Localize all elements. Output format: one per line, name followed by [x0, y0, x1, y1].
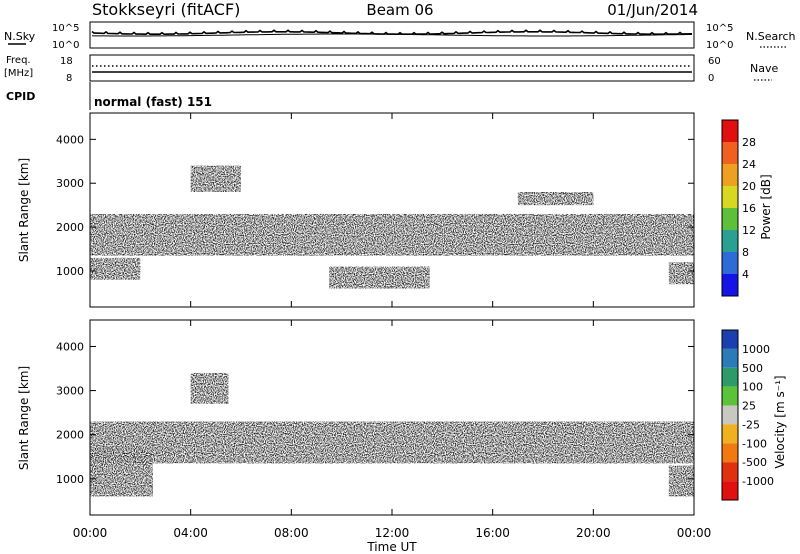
power-region-3 [190, 165, 241, 193]
power-region-0 [90, 257, 141, 280]
power-colorbar-swatch-0 [722, 274, 738, 296]
xtick-label-3: 12:00 [375, 526, 410, 540]
beam-label: Beam 06 [366, 1, 433, 19]
power-colorbar-swatch-6 [722, 142, 738, 164]
nsky-trace [91, 29, 692, 36]
power-colorbar-tick-2: 20 [742, 180, 756, 193]
power-colorbar-tick-0: 28 [742, 136, 756, 149]
velocity-colorbar-swatch-0 [722, 330, 738, 349]
velocity-colorbar-label: Velocity [m s⁻¹] [773, 375, 787, 468]
velocity-colorbar-tick-6: -500 [742, 456, 767, 469]
freq-tick-top: 18 [60, 56, 73, 67]
velocity-colorbar-tick-7: -1000 [742, 475, 774, 488]
power-colorbar-tick-5: 8 [742, 246, 749, 259]
velocity-colorbar-swatch-5 [722, 424, 738, 444]
nsearch-tick-bottom: 10^0 [706, 40, 733, 51]
velocity-region-3 [668, 465, 694, 497]
velocity-colorbar-swatch-2 [722, 367, 738, 387]
power-ytick-label-3: 1000 [56, 265, 84, 278]
power-region-4 [329, 266, 430, 289]
power-colorbar-tick-4: 12 [742, 224, 756, 237]
velocity-ytick-label-2: 2000 [56, 429, 84, 442]
velocity-colorbar-swatch-1 [722, 348, 738, 368]
xtick-label-2: 08:00 [274, 526, 309, 540]
power-ytick-label-2: 2000 [56, 221, 84, 234]
time-axis: 00:00 04:00 08:00 12:00 16:00 20:00 00:00 [73, 113, 712, 540]
cpid-label: CPID [6, 90, 35, 103]
velocity-region-0 [90, 421, 694, 464]
power-colorbar-swatch-1 [722, 252, 738, 274]
velocity-ytick-label-3: 1000 [56, 473, 84, 486]
xtick-label-4: 16:00 [475, 526, 510, 540]
velocity-colorbar-swatch-7 [722, 462, 738, 482]
velocity-colorbar-swatch-6 [722, 443, 738, 463]
xtick-label-0: 00:00 [73, 526, 108, 540]
power-colorbar-swatch-2 [722, 230, 738, 252]
velocity-ytick-label-1: 3000 [56, 385, 84, 398]
velocity-colorbar-swatch-8 [722, 481, 738, 500]
power-region-5 [517, 192, 594, 206]
velocity-region-2 [190, 372, 229, 404]
power-colorbar-swatch-3 [722, 208, 738, 230]
power-ytick-label-0: 4000 [56, 133, 84, 146]
xtick-label-6: 00:00 [677, 526, 712, 540]
nave-label: Nave [750, 62, 778, 75]
velocity-colorbar-swatch-4 [722, 405, 738, 425]
xtick-label-1: 04:00 [173, 526, 208, 540]
nsky-panel: N.Sky 10^5 10^0 10^5 10^0 N.Search [4, 21, 796, 51]
power-colorbar: 28 24 20 16 12 8 4 [721, 119, 756, 297]
velocity-colorbar-swatch-3 [722, 386, 738, 406]
power-scatter [90, 165, 694, 289]
velocity-colorbar: 1000 500 100 25 -25 -100 -500 -1000 [721, 329, 774, 501]
date-label: 01/Jun/2014 [607, 1, 698, 19]
velocity-frame [89, 319, 695, 516]
velocity-ytick-label-0: 4000 [56, 340, 84, 353]
power-colorbar-swatch-4 [722, 186, 738, 208]
power-region-2 [90, 213, 694, 232]
power-colorbar-tick-6: 4 [742, 268, 749, 281]
freq-tick-bottom: 8 [66, 73, 72, 84]
nsearch-label: N.Search [746, 30, 796, 43]
nsky-label: N.Sky [4, 30, 36, 43]
power-ytick-label-1: 3000 [56, 177, 84, 190]
velocity-scatter [90, 372, 694, 497]
power-colorbar-frame [721, 119, 739, 297]
power-panel: 4000 3000 2000 1000 Slant Range [km] 28 24 20… [17, 112, 773, 308]
freq-label: Freq. [6, 55, 31, 66]
nsky-tick-top: 10^5 [52, 23, 79, 34]
freq-panel: Freq. [MHz] 18 8 60 0 Nave [4, 54, 778, 84]
power-colorbar-swatch-5 [722, 164, 738, 186]
velocity-region-1 [90, 447, 153, 497]
power-colorbar-tick-1: 24 [742, 158, 756, 171]
power-region-1 [90, 231, 694, 256]
velocity-colorbar-tick-3: 25 [742, 400, 756, 413]
freq-unit-label: [MHz] [4, 68, 33, 79]
power-colorbar-swatch-7 [722, 120, 738, 142]
nave-tick-bottom: 0 [708, 73, 714, 84]
velocity-colorbar-tick-4: -25 [742, 418, 760, 431]
power-ylabel: Slant Range [km] [17, 158, 31, 262]
power-region-6 [668, 262, 694, 285]
velocity-colorbar-tick-5: -100 [742, 437, 767, 450]
xaxis-label: Time UT [366, 540, 417, 554]
velocity-panel: 4000 3000 2000 1000 Slant Range [km] 1000 50… [17, 319, 787, 516]
xtick-label-5: 20:00 [576, 526, 611, 540]
nsky-tick-bottom: 10^0 [52, 40, 79, 51]
velocity-colorbar-frame [721, 329, 739, 501]
velocity-colorbar-tick-1: 500 [742, 362, 763, 375]
station-title: Stokkseyri (fitACF) [92, 0, 240, 19]
cpid-mode: normal (fast) 151 [94, 95, 212, 109]
cpid-panel: CPID normal (fast) 151 [6, 82, 212, 110]
power-colorbar-tick-3: 16 [742, 202, 756, 215]
nave-tick-top: 60 [708, 56, 721, 67]
nsearch-tick-top: 10^5 [706, 23, 733, 34]
velocity-colorbar-tick-2: 100 [742, 381, 763, 394]
nsearch-trace [91, 33, 692, 37]
velocity-colorbar-tick-0: 1000 [742, 343, 770, 356]
velocity-ylabel: Slant Range [km] [17, 366, 31, 470]
power-colorbar-label: Power [dB] [759, 174, 773, 239]
